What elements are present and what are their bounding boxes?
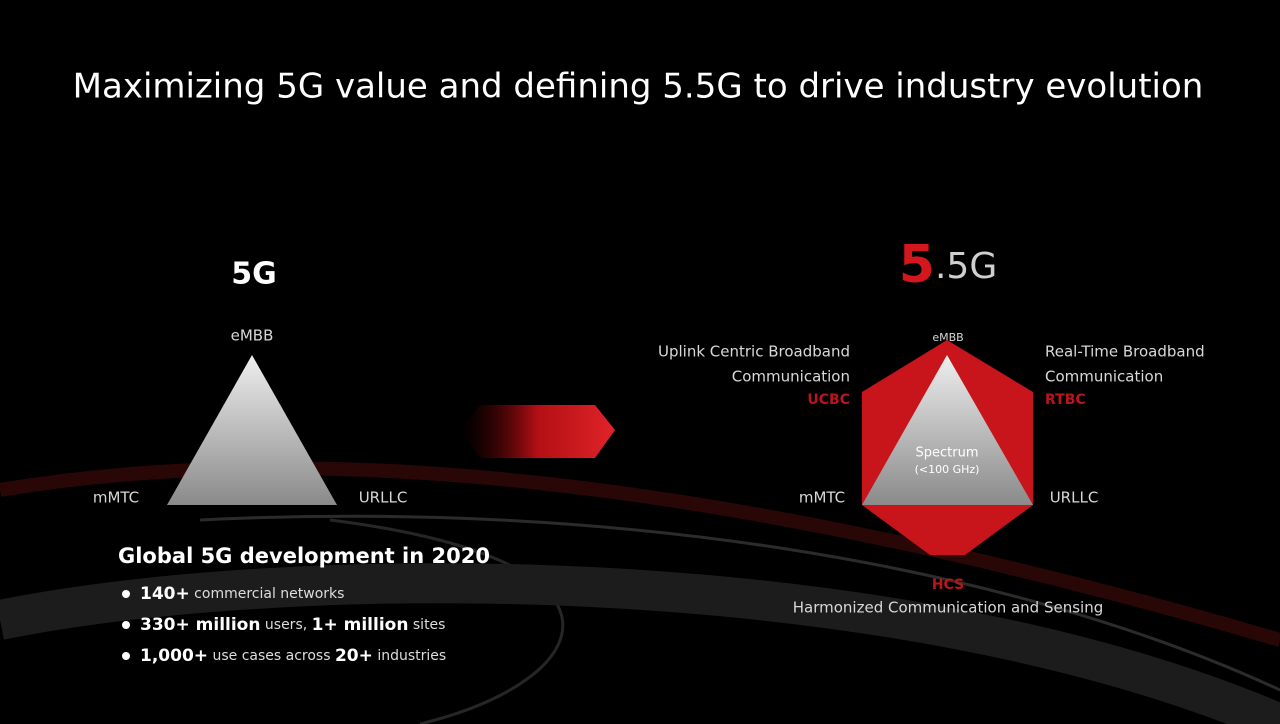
hcs-abbr: HCS: [932, 577, 964, 593]
rtbc-line: Communication: [1045, 368, 1163, 386]
decor-curves: [0, 461, 1280, 724]
arrow: [460, 405, 615, 458]
ucbc-line: Uplink Centric Broadband: [658, 343, 850, 361]
vertex-label: eMBB: [932, 331, 963, 344]
bullet-text: commercial networks: [190, 586, 345, 602]
bullet-dot: [122, 590, 130, 598]
triangle: [167, 355, 337, 505]
vertex-label: eMBB: [231, 327, 274, 345]
center-label: (<100 GHz): [915, 463, 980, 476]
bullet-list: 140+ commercial networks 330+ million use…: [122, 584, 446, 666]
bullet-strong: 1+ million: [312, 615, 409, 635]
bullet-strong: 1,000+: [140, 646, 208, 666]
bullet-text: industries: [373, 648, 446, 664]
vertex-label: URLLC: [359, 489, 408, 507]
bullet-strong: 20+: [335, 646, 373, 666]
rtbc-abbr: RTBC: [1045, 392, 1086, 408]
heading-5g: 5G: [231, 257, 277, 292]
heading-55g: 5.5G: [899, 235, 997, 295]
bullet: 330+ million users, 1+ million sites: [140, 615, 445, 635]
vertex-label: mMTC: [799, 489, 845, 507]
stats-title: Global 5G development in 2020: [118, 544, 490, 568]
bullet-text: use cases across: [208, 648, 335, 664]
heading-rest: .5G: [935, 246, 997, 287]
bullet-text: users,: [260, 617, 311, 633]
vertex-label: mMTC: [93, 489, 139, 507]
ucbc-line: Communication: [732, 368, 850, 386]
vertex-label: URLLC: [1050, 489, 1099, 507]
bullet-strong: 330+ million: [140, 615, 260, 635]
center-label: Spectrum: [916, 446, 979, 461]
triangle: [862, 355, 1033, 505]
ucbc-abbr: UCBC: [807, 392, 850, 408]
bullet-text: sites: [408, 617, 445, 633]
bullet-dot: [122, 621, 130, 629]
hcs-text: Harmonized Communication and Sensing: [793, 599, 1103, 617]
bullet-strong: 140+: [140, 584, 190, 604]
bullet: 1,000+ use cases across 20+ industries: [140, 646, 446, 666]
rtbc-line: Real-Time Broadband: [1045, 343, 1205, 361]
bullet-dot: [122, 652, 130, 660]
bullet: 140+ commercial networks: [140, 584, 344, 604]
heading-main: 5: [899, 235, 935, 295]
title: Maximizing 5G value and defining 5.5G to…: [73, 67, 1204, 107]
